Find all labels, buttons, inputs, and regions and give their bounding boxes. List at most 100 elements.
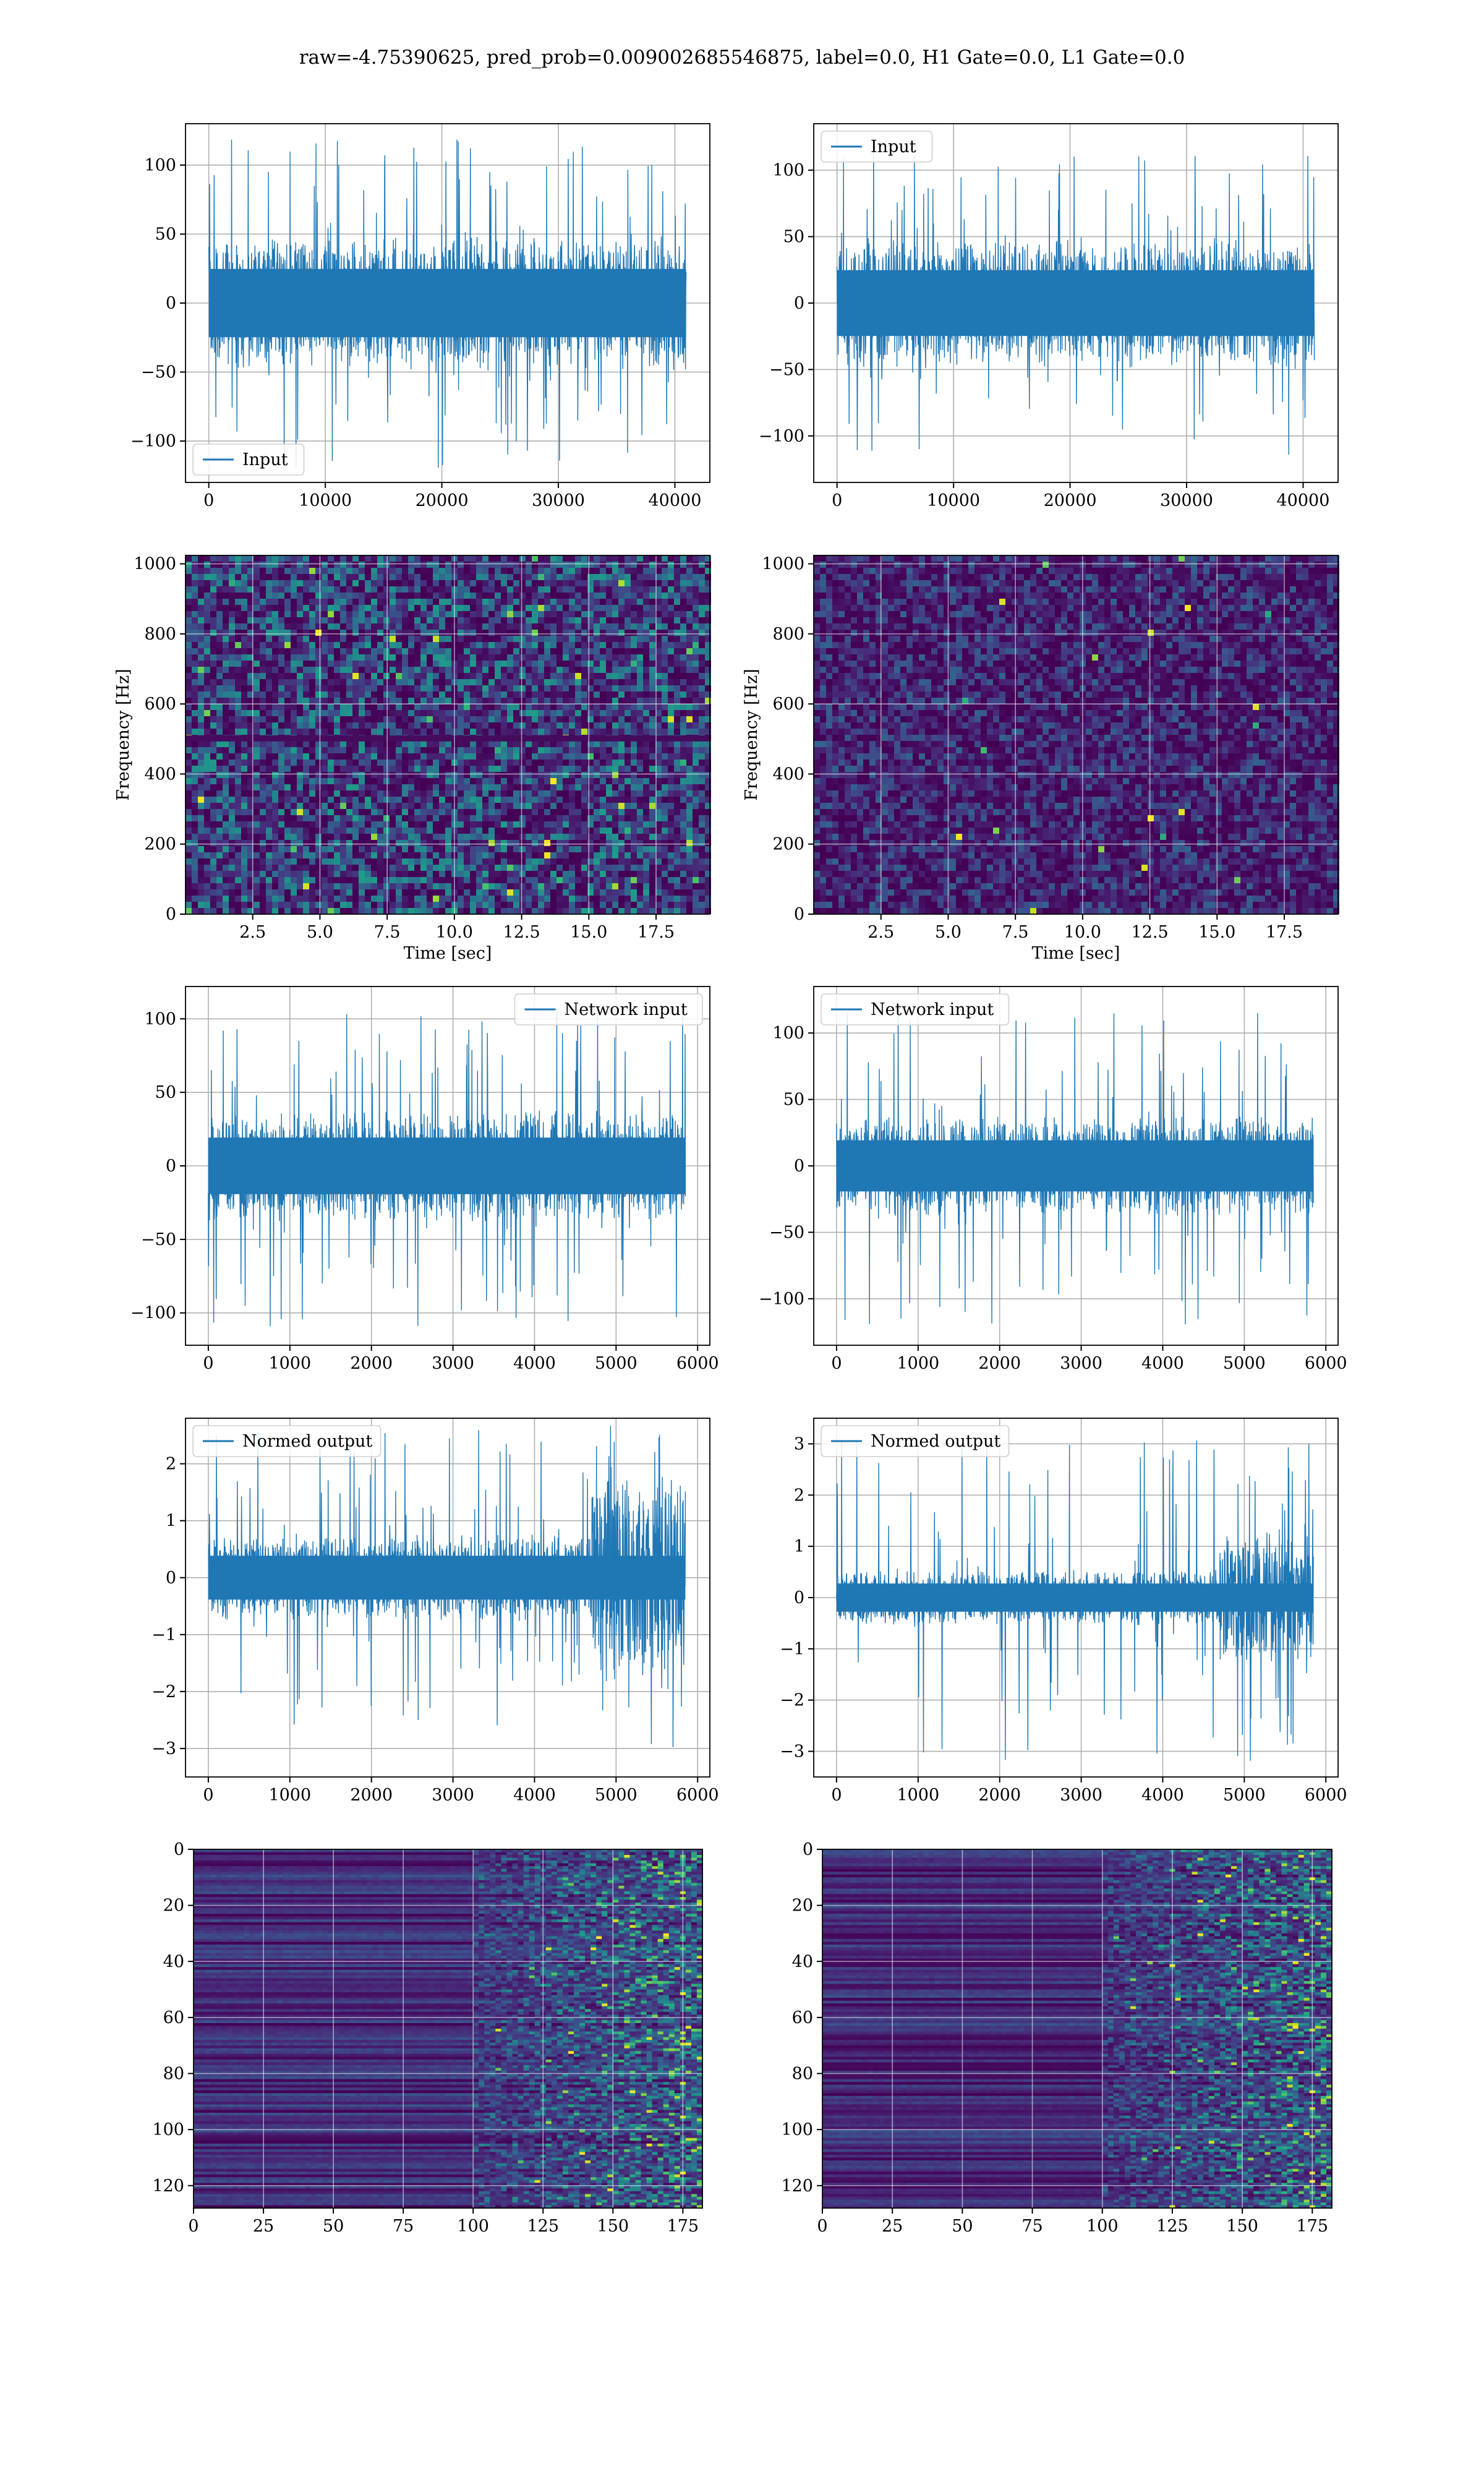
spectrogram-cell: [309, 667, 315, 673]
spectrogram-cell: [649, 877, 655, 883]
spectrogram-cell: [260, 790, 266, 797]
spectrogram-cell: [433, 648, 439, 654]
spectrogram-cell: [352, 654, 359, 661]
spectrogram-cell: [315, 828, 322, 834]
spectrogram-cell: [433, 753, 439, 760]
spectrogram-cell: [513, 828, 519, 834]
spectrogram-cell: [668, 648, 674, 654]
spectrogram-cell: [668, 858, 674, 865]
spectrogram-cell: [254, 698, 260, 704]
spectrogram-cell: [192, 574, 198, 580]
spectrogram-cell: [662, 636, 668, 642]
spectrogram-cell: [272, 617, 278, 623]
spectrogram-cell: [260, 896, 266, 902]
spectrogram-cell: [433, 828, 439, 834]
spectrogram-cell: [198, 586, 204, 593]
spectrogram-cell: [674, 654, 680, 661]
spectrogram-cell: [334, 611, 340, 617]
spectrogram-cell: [563, 555, 569, 562]
spectrogram-cell: [427, 568, 433, 574]
spectrogram-cell: [328, 797, 334, 803]
spectrogram-cell: [365, 877, 371, 883]
spectrogram-cell: [519, 691, 526, 698]
spectrogram-cell: [322, 673, 328, 679]
spectrogram-cell: [297, 865, 303, 871]
spectrogram-cell: [241, 852, 247, 858]
spectrogram-cell: [581, 729, 587, 735]
spectrogram-cell: [254, 654, 260, 661]
spectrogram-cell: [594, 722, 600, 729]
spectrogram-cell: [674, 858, 680, 865]
spectrogram-cell: [643, 766, 649, 772]
spectrogram-cell: [284, 747, 291, 753]
spectrogram-cell: [643, 716, 649, 722]
spectrogram-cell: [445, 586, 451, 593]
spectrogram-cell: [420, 574, 427, 580]
spectrogram-cell: [328, 605, 334, 611]
spectrogram-cell: [680, 741, 686, 747]
spectrogram-cell: [569, 555, 575, 562]
spectrogram-cell: [686, 865, 693, 871]
spectrogram-cell: [229, 636, 235, 642]
spectrogram-cell: [631, 797, 637, 803]
spectrogram-cell: [625, 617, 631, 623]
spectrogram-cell: [359, 821, 365, 828]
spectrogram-cell: [309, 685, 315, 691]
spectrogram-cell: [390, 630, 396, 636]
spectrogram-cell: [377, 840, 383, 846]
spectrogram-cell: [587, 673, 594, 679]
spectrogram-cell: [204, 809, 210, 815]
spectrogram-cell: [519, 685, 526, 691]
spectrogram-cell: [637, 766, 643, 772]
spectrogram-cell: [396, 667, 402, 673]
spectrogram-cell: [390, 698, 396, 704]
spectrogram-cell: [297, 716, 303, 722]
spectrogram-cell: [396, 815, 402, 821]
spectrogram-cell: [445, 685, 451, 691]
spectrogram-cell: [359, 710, 365, 716]
spectrogram-cell: [383, 568, 390, 574]
spectrogram-cell: [241, 704, 247, 710]
spectrogram-cell: [587, 741, 594, 747]
spectrogram-cell: [192, 654, 198, 661]
spectrogram-cell: [680, 617, 686, 623]
spectrogram-cell: [668, 623, 674, 630]
spectrogram-cell: [297, 809, 303, 815]
spectrogram-cell: [495, 883, 501, 889]
spectrogram-cell: [618, 661, 625, 667]
spectrogram-cell: [260, 611, 266, 617]
spectrogram-cell: [254, 630, 260, 636]
spectrogram-cell: [210, 741, 216, 747]
spectrogram-cell: [476, 580, 482, 586]
spectrogram-cell: [396, 803, 402, 809]
spectrogram-cell: [631, 661, 637, 667]
spectrogram-cell: [563, 691, 569, 698]
spectrogram-cell: [680, 611, 686, 617]
spectrogram-cell: [587, 852, 594, 858]
spectrogram-cell: [352, 803, 359, 809]
spectrogram-cell: [495, 797, 501, 803]
spectrogram-cell: [254, 852, 260, 858]
spectrogram-cell: [699, 815, 705, 821]
spectrogram-cell: [693, 877, 699, 883]
spectrogram-cell: [272, 729, 278, 735]
spectrogram-cell: [625, 679, 631, 685]
x-tick-label: 20000: [1044, 491, 1097, 510]
spectrogram-cell: [532, 803, 538, 809]
spectrogram-cell: [464, 630, 470, 636]
spectrogram-cell: [575, 654, 581, 661]
spectrogram-cell: [210, 753, 216, 760]
spectrogram-cell: [668, 784, 674, 790]
spectrogram-cell: [513, 815, 519, 821]
spectrogram-cell: [519, 605, 526, 611]
spectrogram-cell: [526, 828, 532, 834]
spectrogram-cell: [482, 852, 488, 858]
spectrogram-cell: [519, 642, 526, 648]
spectrogram-cell: [587, 896, 594, 902]
spectrogram-cell: [408, 642, 414, 648]
spectrogram-cell: [600, 605, 606, 611]
spectrogram-cell: [501, 568, 507, 574]
spectrogram-cell: [476, 555, 482, 562]
spectrogram-cell: [229, 555, 235, 562]
spectrogram-cell: [581, 828, 587, 834]
